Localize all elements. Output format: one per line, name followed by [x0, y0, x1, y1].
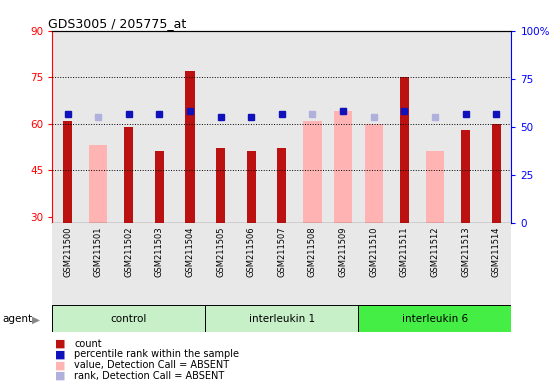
- Bar: [124, 127, 134, 223]
- Text: control: control: [111, 314, 147, 324]
- Bar: [426, 152, 444, 223]
- Bar: [52, 31, 83, 223]
- Bar: [216, 148, 225, 223]
- Bar: [144, 31, 175, 223]
- Bar: [389, 31, 420, 223]
- Text: interleukin 1: interleukin 1: [249, 314, 315, 324]
- Text: count: count: [74, 339, 102, 349]
- Bar: [63, 121, 72, 223]
- Bar: [277, 148, 287, 223]
- Text: percentile rank within the sample: percentile rank within the sample: [74, 349, 239, 359]
- Text: GSM211500: GSM211500: [63, 227, 72, 277]
- Bar: [175, 31, 205, 223]
- Text: GSM211506: GSM211506: [247, 227, 256, 278]
- Text: interleukin 6: interleukin 6: [402, 314, 468, 324]
- Text: ■: ■: [55, 360, 65, 370]
- Bar: [420, 31, 450, 223]
- Bar: [450, 31, 481, 223]
- Bar: [297, 223, 328, 305]
- Text: GSM211509: GSM211509: [339, 227, 348, 277]
- Bar: [205, 305, 359, 332]
- Bar: [246, 152, 256, 223]
- Text: GSM211513: GSM211513: [461, 227, 470, 278]
- Bar: [328, 31, 359, 223]
- Text: GSM211510: GSM211510: [369, 227, 378, 277]
- Bar: [359, 223, 389, 305]
- Bar: [359, 31, 389, 223]
- Text: GSM211501: GSM211501: [94, 227, 103, 277]
- Bar: [83, 223, 113, 305]
- Bar: [236, 31, 267, 223]
- Text: GSM211503: GSM211503: [155, 227, 164, 278]
- Bar: [334, 111, 353, 223]
- Bar: [389, 223, 420, 305]
- Text: ■: ■: [55, 339, 65, 349]
- Bar: [267, 31, 297, 223]
- Text: GSM211502: GSM211502: [124, 227, 133, 277]
- Bar: [400, 77, 409, 223]
- Bar: [52, 223, 83, 305]
- Text: GSM211511: GSM211511: [400, 227, 409, 277]
- Bar: [450, 223, 481, 305]
- Bar: [83, 31, 113, 223]
- Bar: [420, 223, 450, 305]
- Text: ▶: ▶: [32, 314, 40, 324]
- Bar: [155, 152, 164, 223]
- Bar: [297, 31, 328, 223]
- Text: GSM211514: GSM211514: [492, 227, 500, 277]
- Text: GSM211507: GSM211507: [277, 227, 287, 278]
- Bar: [205, 31, 236, 223]
- Text: ■: ■: [55, 349, 65, 359]
- Text: rank, Detection Call = ABSENT: rank, Detection Call = ABSENT: [74, 371, 224, 381]
- Bar: [328, 223, 359, 305]
- Bar: [52, 305, 205, 332]
- Bar: [303, 121, 322, 223]
- Text: GSM211505: GSM211505: [216, 227, 225, 277]
- Bar: [267, 223, 297, 305]
- Text: GSM211504: GSM211504: [185, 227, 195, 277]
- Bar: [236, 223, 267, 305]
- Bar: [365, 124, 383, 223]
- Text: ■: ■: [55, 371, 65, 381]
- Bar: [481, 223, 512, 305]
- Bar: [185, 71, 195, 223]
- Bar: [175, 223, 205, 305]
- Text: GSM211508: GSM211508: [308, 227, 317, 278]
- Bar: [359, 305, 512, 332]
- Text: GDS3005 / 205775_at: GDS3005 / 205775_at: [48, 17, 186, 30]
- Bar: [113, 223, 144, 305]
- Bar: [481, 31, 512, 223]
- Bar: [113, 31, 144, 223]
- Bar: [144, 223, 175, 305]
- Bar: [461, 130, 470, 223]
- Bar: [205, 223, 236, 305]
- Text: GSM211512: GSM211512: [431, 227, 439, 277]
- Text: agent: agent: [3, 314, 33, 324]
- Text: value, Detection Call = ABSENT: value, Detection Call = ABSENT: [74, 360, 229, 370]
- Bar: [89, 145, 107, 223]
- Bar: [492, 124, 501, 223]
